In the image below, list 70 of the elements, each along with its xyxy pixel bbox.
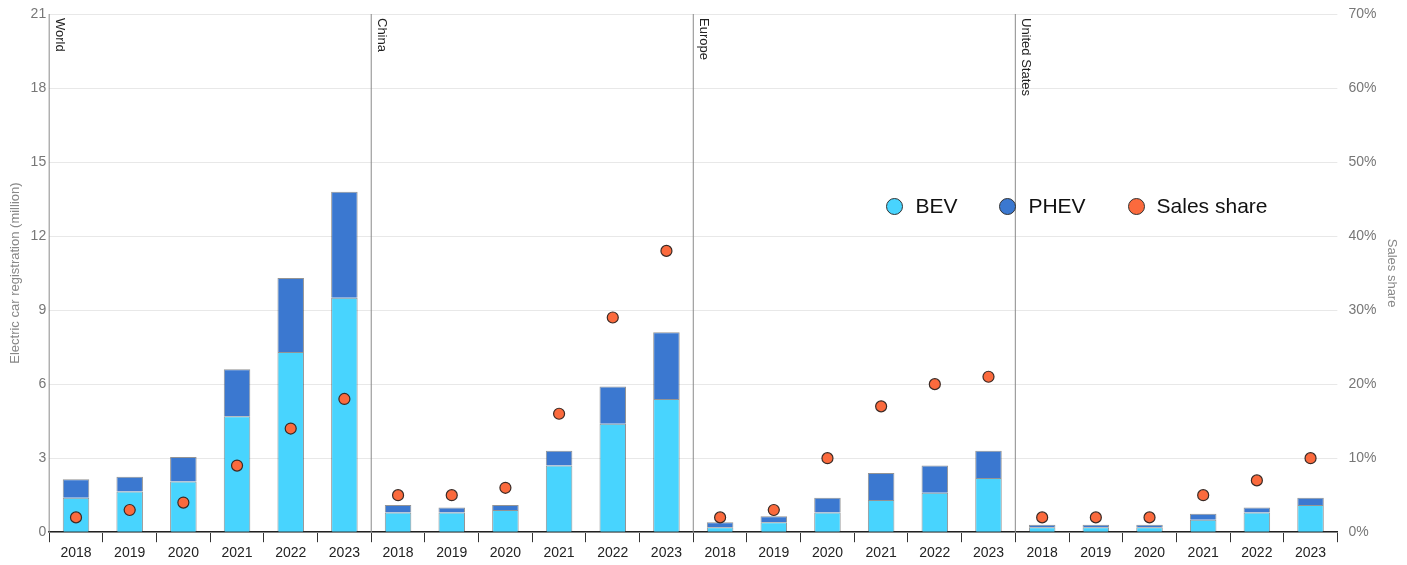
point [714, 511, 727, 524]
y-tick-label: 15 [30, 152, 47, 169]
point [338, 392, 351, 406]
x-tick-label: 2020 [489, 544, 522, 561]
x-tick-label: 2023 [650, 544, 683, 561]
y2-tick-label: 40% [1348, 226, 1377, 243]
y2-tick-label: 0% [1348, 523, 1369, 540]
point [606, 311, 619, 324]
point [445, 489, 458, 502]
x-tick-label: 2020 [811, 544, 844, 561]
point [1250, 474, 1263, 487]
point [552, 407, 566, 420]
y-tick-label: 9 [38, 300, 47, 317]
x-tick-label: 2021 [221, 544, 253, 561]
y2-axis-title: Sales share [1384, 238, 1400, 308]
y-tick-label: 12 [30, 226, 47, 243]
point [391, 489, 405, 502]
point [284, 422, 297, 435]
point [1197, 489, 1210, 502]
point [1143, 511, 1156, 524]
x-tick-label: 2021 [865, 544, 897, 561]
y2-tick-label: 50% [1348, 152, 1377, 169]
x-tick-label: 2021 [1187, 544, 1219, 561]
x-tick-label: 2022 [1241, 544, 1273, 561]
x-tick-label: 2021 [543, 544, 575, 561]
x-tick-label: 2022 [275, 544, 307, 561]
y-axis-title: Electric car registration (million) [7, 182, 23, 364]
x-tick-label: 2019 [758, 544, 790, 561]
x-tick-label: 2022 [597, 544, 629, 561]
y-tick-label: 18 [30, 78, 47, 95]
x-tick-label: 2018 [1026, 544, 1058, 561]
legend-label: Sales share [1156, 194, 1268, 218]
y-tick-label: 3 [38, 449, 47, 466]
point [982, 370, 995, 383]
annotation: World [53, 18, 69, 52]
y2-tick-label: 30% [1348, 300, 1377, 317]
legend-label: PHEV [1028, 194, 1086, 218]
y2-tick-label: 60% [1348, 78, 1377, 95]
x-tick-label: 2023 [328, 544, 361, 561]
x-tick-label: 2019 [436, 544, 468, 561]
x-tick-label: 2023 [1294, 544, 1327, 561]
y2-tick-label: 10% [1348, 449, 1377, 466]
y-tick-label: 0 [38, 523, 47, 540]
x-tick-label: 2018 [382, 544, 414, 561]
x-tick-label: 2020 [167, 544, 200, 561]
legend-label: BEV [915, 194, 958, 218]
y2-tick-label: 20% [1348, 375, 1377, 391]
x-tick-label: 2018 [60, 544, 92, 561]
point [928, 378, 941, 391]
y-tick-label: 21 [30, 4, 47, 21]
annotation: United States [1019, 18, 1035, 97]
x-tick-label: 2020 [1133, 544, 1166, 561]
y2-tick-label: 70% [1348, 4, 1377, 21]
point [767, 503, 780, 517]
x-tick-label: 2019 [1080, 544, 1112, 561]
annotation: China [375, 18, 391, 53]
point [1036, 511, 1049, 524]
point [499, 481, 512, 494]
point [660, 244, 673, 257]
point [1304, 452, 1317, 465]
point [230, 459, 244, 472]
point [875, 400, 888, 413]
y-tick-label: 6 [38, 375, 47, 391]
x-tick-label: 2023 [972, 544, 1005, 561]
x-tick-label: 2018 [704, 544, 736, 561]
annotation: Europe [697, 18, 713, 60]
point [1089, 511, 1102, 524]
x-tick-label: 2019 [114, 544, 146, 561]
x-tick-label: 2022 [919, 544, 951, 561]
point [821, 452, 834, 465]
